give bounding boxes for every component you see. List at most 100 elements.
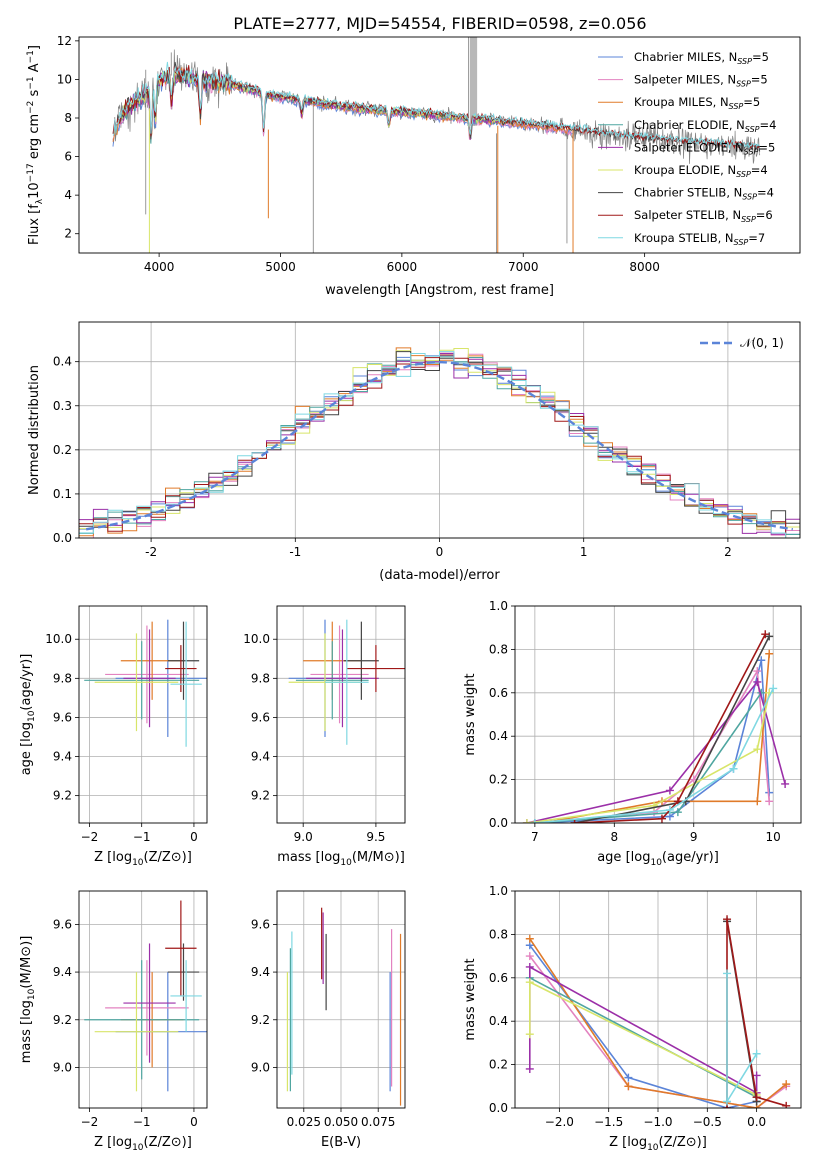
y-axis-label: mass [log10(M/M⊙)] [19, 936, 37, 1064]
y-tick-label: 2 [64, 227, 72, 241]
weight-point-marker [525, 978, 534, 987]
y-tick-label: 10 [57, 72, 72, 86]
y-tick-label: 0.2 [489, 773, 508, 787]
x-tick-label: 8000 [629, 260, 660, 274]
y-tick-label: 9.2 [53, 1013, 72, 1027]
axes-frame [514, 605, 802, 824]
x-tick-label: 9.5 [366, 830, 385, 844]
mass-vs-ebv-chart: 0.025 0.050 0.075 9.0 9.2 9.4 9.6 E(B-V) [251, 890, 406, 1150]
weight-point-marker [570, 819, 579, 823]
y-tick-label: 9.0 [251, 1060, 270, 1074]
y-tick-label: 0.4 [489, 729, 508, 743]
y-tick-label: 0.1 [53, 487, 72, 501]
spectrum-legend: Chabrier MILES, NSSP=5 Salpeter MILES, NS… [598, 50, 776, 247]
weight-point-marker [723, 1097, 732, 1106]
y-tick-label: 9.6 [251, 710, 270, 724]
weight-point-marker [782, 1080, 791, 1089]
x-tick-label: 0.050 [324, 1115, 358, 1129]
legend-entry: Kroupa ELODIE, NSSP=4 [634, 163, 768, 179]
legend-entry: Salpeter ELODIE, NSSP=5 [634, 140, 775, 156]
y-tick-label: 10.0 [45, 632, 72, 646]
y-tick-label: 0.4 [489, 1014, 508, 1028]
y-axis-label: Flux [fλ10−17 erg cm−2 s−1 A−1] [26, 45, 45, 245]
x-tick-label: 7000 [508, 260, 539, 274]
weight-point-marker [723, 969, 732, 978]
y-axis-label: mass weight [463, 673, 478, 755]
residuals-chart: -2 -1 0 1 2 0.0 0.1 0.2 0.3 0.4 (data-model)/error… [27, 321, 801, 583]
weight-point-marker [522, 819, 531, 823]
x-tick-label: 7 [531, 830, 539, 844]
weight-point-marker [673, 808, 682, 817]
x-tick-label: 6000 [387, 260, 418, 274]
x-tick-label: −1 [133, 1115, 151, 1129]
y-tick-label: 9.2 [53, 789, 72, 803]
weight-point-marker [753, 797, 762, 806]
weight-point-marker [752, 1093, 761, 1102]
y-tick-label: 9.8 [53, 671, 72, 685]
spectrum-chart: 4000 5000 6000 7000 8000 2 4 6 8 10 12 wavelength [… [26, 34, 801, 298]
x-tick-label: −2 [81, 830, 99, 844]
x-axis-label: wavelength [Angstrom, rest frame] [325, 283, 554, 298]
weight-point-marker [525, 1030, 534, 1039]
weight-point-marker [752, 1049, 761, 1058]
errorbar-plot-area [84, 900, 207, 1092]
x-axis-label: E(B-V) [321, 1135, 361, 1150]
y-tick-label: 9.4 [251, 750, 270, 764]
y-tick-label: 9.4 [53, 965, 72, 979]
spectrum-plot-area [112, 37, 761, 253]
weight-point-marker [525, 962, 534, 971]
normal-distribution-curve [86, 360, 793, 531]
axes-frame [78, 890, 208, 1109]
y-tick-label: 10.0 [243, 632, 270, 646]
age-vs-metallicity-chart: −2 −1 0 9.2 9.4 9.6 9.8 10.0 Z [log10(Z/Z⊙)] age … [19, 605, 208, 868]
x-tick-label: −0.5 [693, 1115, 722, 1129]
x-tick-label: 0.025 [287, 1115, 321, 1129]
x-tick-label: 0 [436, 545, 444, 559]
errorbar-plot-area [288, 619, 405, 745]
weight-point-marker [525, 1064, 534, 1073]
y-tick-label: 1.0 [489, 599, 508, 613]
x-tick-label: 5000 [265, 260, 296, 274]
weight-point-marker [525, 952, 534, 961]
weight-series-line [529, 977, 757, 1098]
x-axis-label: (data-model)/error [379, 568, 500, 583]
weight-series-line [534, 688, 774, 823]
weight-point-marker [665, 786, 674, 795]
x-axis-label: Z [log10(Z/Z⊙)] [609, 1135, 707, 1153]
y-tick-label: 9.6 [53, 917, 72, 931]
weight-point-marker [657, 814, 666, 823]
weight-series-line [526, 692, 770, 823]
y-tick-label: 9.6 [53, 710, 72, 724]
y-tick-label: 0.2 [489, 1058, 508, 1072]
legend-entry: Salpeter MILES, NSSP=5 [634, 73, 768, 89]
x-tick-label: 0.075 [361, 1115, 395, 1129]
y-axis-label: Normed distribution [27, 365, 42, 495]
x-tick-label: 9.0 [294, 830, 313, 844]
mass-vs-metallicity-chart: −2 −1 0 9.0 9.2 9.4 9.6 Z [log10(Z/Z⊙)] mass [lo… [19, 890, 208, 1153]
y-tick-label: 9.0 [53, 1060, 72, 1074]
y-tick-label: 0.4 [53, 355, 72, 369]
weight-point-marker [757, 656, 766, 665]
y-axis-label: age [log10(age/yr)] [19, 654, 37, 776]
weight-point-marker [729, 764, 738, 773]
x-axis-label: Z [log10(Z/Z⊙)] [94, 1135, 192, 1153]
y-tick-label: 9.8 [251, 671, 270, 685]
residual-plot-area [79, 347, 800, 538]
legend-entry: Chabrier STELIB, NSSP=4 [634, 186, 774, 202]
y-tick-label: 0.3 [53, 399, 72, 413]
y-tick-label: 9.2 [251, 789, 270, 803]
weight-point-marker [761, 630, 770, 639]
weight-plot-area [522, 630, 790, 823]
y-axis-label: mass weight [463, 958, 478, 1040]
age-vs-mass-chart: 9.0 9.5 9.2 9.4 9.6 9.8 10.0 mass [log10(M/M⊙)] [243, 605, 406, 868]
weight-point-marker [752, 1071, 761, 1080]
weight-point-marker [765, 797, 774, 806]
y-tick-label: 0.0 [489, 1101, 508, 1115]
y-tick-label: 0.8 [489, 642, 508, 656]
weight-point-marker [769, 684, 778, 693]
x-tick-label: −1.5 [594, 1115, 623, 1129]
x-tick-label: 1 [580, 545, 588, 559]
weight-vs-age-chart: 7 8 9 10 0.0 0.2 0.4 0.6 0.8 1.0 age [log10(age/yr… [463, 599, 802, 868]
weight-point-marker [765, 649, 774, 658]
